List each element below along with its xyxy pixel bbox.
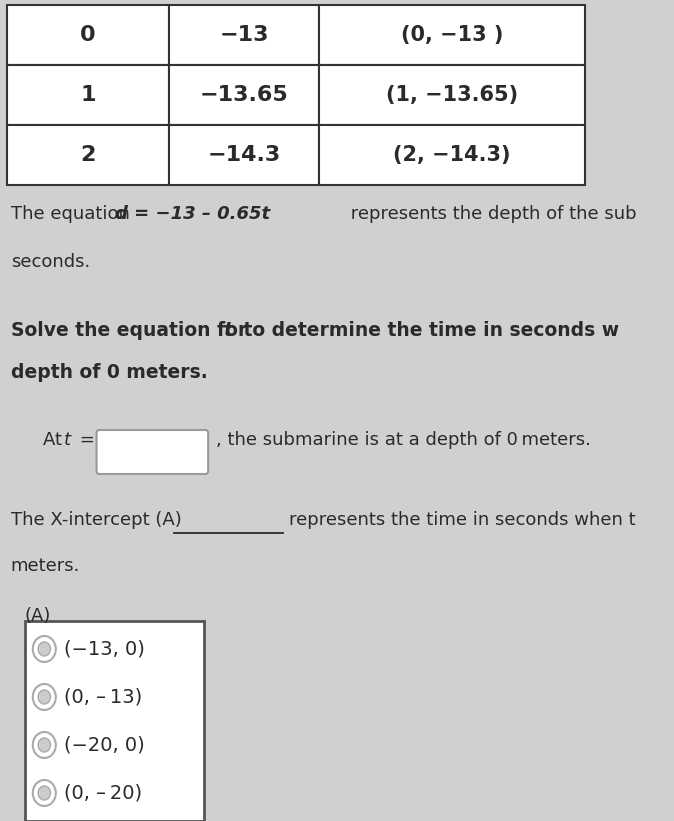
Text: (2, −14.3): (2, −14.3) — [393, 145, 511, 165]
Text: (−20, 0): (−20, 0) — [64, 736, 144, 754]
Bar — [168, 5, 319, 65]
Text: 1: 1 — [80, 85, 96, 105]
Text: seconds.: seconds. — [11, 253, 90, 271]
Text: The X-intercept (A): The X-intercept (A) — [11, 511, 181, 529]
Text: 0: 0 — [80, 25, 96, 45]
Text: The equation: The equation — [11, 205, 135, 223]
Text: d = −13 – 0.65t: d = −13 – 0.65t — [115, 205, 270, 223]
Circle shape — [33, 636, 56, 662]
Text: −13.65: −13.65 — [200, 85, 288, 105]
Text: =: = — [74, 431, 101, 449]
Circle shape — [38, 738, 51, 752]
Circle shape — [33, 732, 56, 758]
Text: At: At — [42, 431, 67, 449]
Circle shape — [38, 690, 51, 704]
Bar — [319, 125, 584, 185]
Text: to determine the time in seconds w: to determine the time in seconds w — [237, 321, 619, 340]
Circle shape — [38, 786, 51, 800]
FancyBboxPatch shape — [96, 430, 208, 474]
Text: , the submarine is at a depth of 0 meters.: , the submarine is at a depth of 0 meter… — [216, 431, 591, 449]
Text: t: t — [64, 431, 71, 449]
Text: (0, −13 ): (0, −13 ) — [400, 25, 503, 45]
Bar — [168, 125, 319, 185]
Circle shape — [33, 684, 56, 710]
Bar — [7, 65, 168, 125]
Circle shape — [38, 642, 51, 656]
Text: (0, – 13): (0, – 13) — [64, 687, 142, 707]
Text: meters.: meters. — [11, 557, 80, 575]
Text: represents the time in seconds when t: represents the time in seconds when t — [288, 511, 636, 529]
Text: Solve the equation for: Solve the equation for — [11, 321, 253, 340]
Text: represents the depth of the sub: represents the depth of the sub — [346, 205, 637, 223]
Bar — [7, 125, 168, 185]
Text: (A): (A) — [25, 607, 51, 625]
Bar — [168, 65, 319, 125]
Text: t: t — [223, 321, 233, 340]
Bar — [319, 65, 584, 125]
Text: (0, – 20): (0, – 20) — [64, 783, 142, 802]
Text: depth of 0 meters.: depth of 0 meters. — [11, 363, 208, 382]
Text: 2: 2 — [80, 145, 96, 165]
Text: (−13, 0): (−13, 0) — [64, 640, 145, 658]
Bar — [319, 5, 584, 65]
Bar — [7, 5, 168, 65]
Circle shape — [33, 780, 56, 806]
Text: −14.3: −14.3 — [208, 145, 280, 165]
FancyBboxPatch shape — [25, 621, 204, 821]
Text: (1, −13.65): (1, −13.65) — [386, 85, 518, 105]
Text: −13: −13 — [219, 25, 269, 45]
